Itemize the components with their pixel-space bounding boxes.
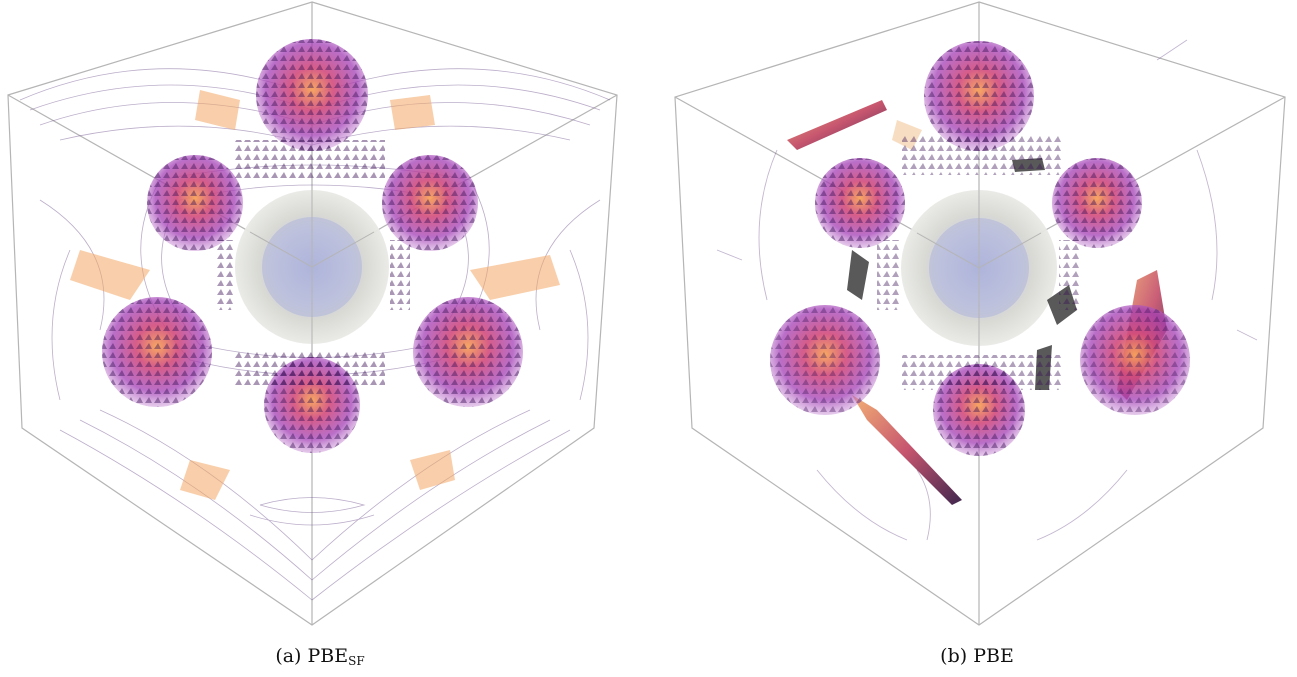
pbe-sf-volume-render (7, 1, 618, 626)
pbe-volume-render (674, 1, 1286, 626)
vortex-ribbons (787, 100, 1167, 505)
caption-a: (a) PBESF (0, 645, 640, 668)
streamlines (716, 39, 1258, 541)
spin-spheres (770, 41, 1190, 456)
spin-spheres (102, 39, 523, 453)
figure-panel-a: (a) PBESF (0, 0, 640, 677)
caption-b-label: (b) (940, 645, 968, 667)
vortex-sheets (70, 90, 560, 500)
cube-wireframe (7, 1, 618, 626)
caption-b: (b) PBE (657, 645, 1297, 667)
streamlines (19, 68, 611, 601)
central-sphere (901, 190, 1057, 346)
central-sphere (235, 190, 389, 344)
dark-vortex-cores (847, 158, 1077, 390)
caption-a-subscript: SF (348, 654, 365, 668)
figure-panel-b: (b) PBE (657, 0, 1297, 677)
caption-a-method: PBE (307, 645, 349, 667)
caption-b-method: PBE (973, 645, 1014, 667)
cube-wireframe (674, 1, 1286, 626)
arrow-field (215, 140, 410, 385)
caption-a-label: (a) (275, 645, 302, 667)
arrow-field (877, 135, 1081, 390)
